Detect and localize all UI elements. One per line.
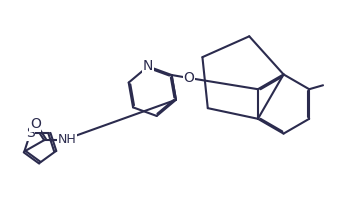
Text: O: O [183, 71, 194, 85]
Text: S: S [26, 126, 35, 140]
Text: O: O [30, 117, 41, 131]
Text: NH: NH [58, 133, 77, 146]
Text: N: N [143, 59, 153, 73]
